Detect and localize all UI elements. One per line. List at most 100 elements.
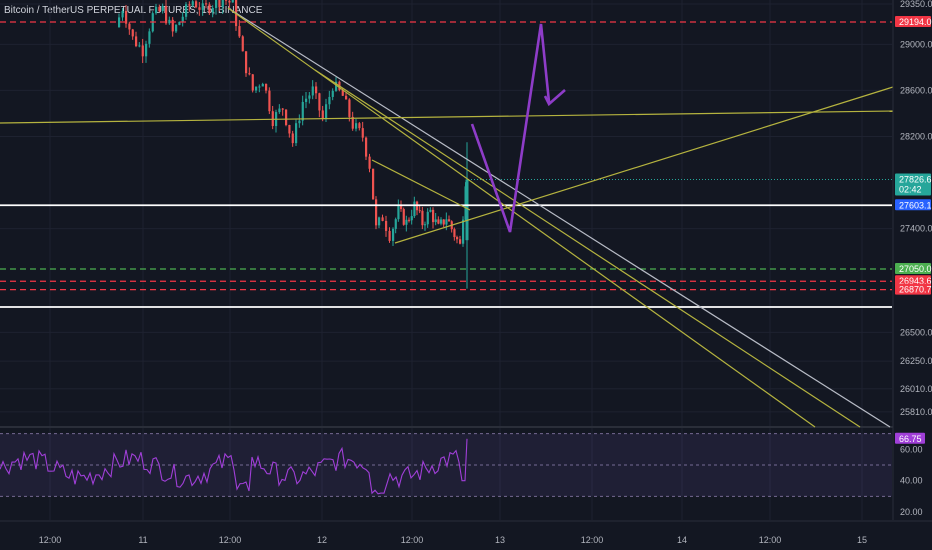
candle-body — [305, 98, 308, 102]
candle-body — [131, 29, 134, 37]
candle-body — [311, 86, 314, 96]
candle-body — [453, 229, 456, 238]
candle-body — [413, 201, 416, 217]
price-tick-label: 28200.0 — [900, 132, 932, 142]
arrow-head-icon — [543, 89, 566, 107]
price-tag-label: 26943.6 — [899, 276, 932, 286]
candle-body — [335, 81, 338, 91]
candle-body — [225, 0, 228, 1]
candle-body — [318, 93, 321, 111]
candle-body — [218, 0, 221, 8]
candle-body — [181, 16, 184, 22]
candle-body — [208, 4, 211, 13]
candle-body — [185, 4, 188, 17]
projection-path[interactable] — [470, 23, 551, 233]
candle-body — [378, 217, 381, 226]
candle-body — [271, 111, 274, 127]
trendline-wedge-top[interactable] — [371, 159, 471, 211]
candle-body — [405, 219, 408, 225]
candle-body — [410, 216, 413, 221]
candle-body — [442, 219, 445, 225]
candle-body — [121, 11, 124, 18]
candle-body — [158, 6, 161, 12]
price-tag-label: 27050.0 — [899, 264, 932, 274]
candle-body — [211, 7, 214, 13]
time-tick-label: 15 — [857, 535, 867, 545]
candle-body — [281, 108, 284, 110]
price-tick-label: 27400.0 — [900, 224, 932, 234]
candle-body — [465, 179, 469, 241]
price-tag-label: 27603.1 — [899, 200, 932, 210]
candle-body — [325, 104, 328, 119]
price-tag-countdown: 02:42 — [899, 185, 922, 195]
candle-body — [175, 24, 178, 32]
candle-body — [429, 209, 432, 212]
candle-body — [315, 86, 318, 94]
rsi-tick-label: 40.00 — [900, 476, 923, 486]
candle-body — [421, 210, 424, 226]
chart-title: Bitcoin / TetherUS PERPETUAL FUTURES, 15… — [4, 5, 263, 16]
price-axis[interactable] — [893, 0, 932, 550]
time-tick-label: 12:00 — [219, 535, 242, 545]
time-tick-label: 12:00 — [401, 535, 424, 545]
price-tag — [895, 173, 931, 196]
price-tag-label: 29194.0 — [899, 17, 932, 27]
candle-body — [295, 123, 298, 144]
trendline-flat[interactable] — [0, 110, 894, 124]
candle-body — [161, 6, 164, 12]
candle-body — [258, 86, 261, 88]
candle-body — [238, 26, 241, 37]
candle-body — [424, 224, 427, 226]
price-tag — [895, 199, 931, 211]
trendline-rising[interactable] — [394, 86, 894, 244]
time-tick-label: 12 — [317, 535, 327, 545]
candle-body — [437, 219, 440, 224]
candle-body — [361, 128, 364, 138]
candle-body — [372, 168, 375, 200]
trendline-olive-lower[interactable] — [314, 69, 861, 428]
candle-body — [434, 219, 437, 223]
candle-body — [368, 156, 371, 169]
candle-body — [231, 0, 234, 3]
candle-body — [375, 199, 378, 226]
price-tag — [895, 275, 931, 287]
candle-body — [301, 101, 304, 121]
candle-body — [308, 95, 311, 99]
candle-body — [351, 116, 354, 129]
time-tick-label: 13 — [495, 535, 505, 545]
candle-body — [215, 0, 218, 8]
rsi-tick-label: 20.00 — [900, 507, 923, 517]
trendline-gray[interactable] — [227, 7, 891, 428]
candle-body — [125, 11, 128, 24]
trendline-olive-upper[interactable] — [227, 7, 816, 428]
candle-body — [459, 239, 462, 244]
candle-body — [205, 3, 208, 5]
candle-body — [188, 4, 191, 6]
candle-body — [221, 0, 224, 8]
price-tag-label: 27826.6 — [899, 175, 932, 185]
candle-body — [432, 209, 435, 223]
candle-body — [291, 133, 294, 144]
candle-body — [448, 219, 451, 222]
candle-body — [408, 219, 411, 221]
rsi-value-tag — [895, 432, 925, 444]
candle-body — [245, 51, 248, 74]
rsi-line — [0, 438, 468, 495]
candle-body — [141, 45, 144, 57]
candle-body — [402, 209, 405, 225]
candle-body — [148, 31, 151, 44]
candle-body — [228, 0, 231, 3]
candle-body — [341, 89, 344, 96]
rsi-tick-label: 60.00 — [900, 444, 923, 454]
candle-body — [445, 219, 448, 225]
price-tag — [895, 16, 931, 27]
rsi-value-label: 66.75 — [899, 434, 922, 444]
candle-body — [388, 230, 391, 241]
candle-body — [201, 3, 204, 10]
price-tick-label: 28600.0 — [900, 85, 932, 95]
price-tag-label: 26870.7 — [899, 285, 932, 295]
price-tick-label: 26250.0 — [900, 356, 932, 366]
time-tick-label: 12:00 — [759, 535, 782, 545]
candle-body — [381, 217, 384, 221]
